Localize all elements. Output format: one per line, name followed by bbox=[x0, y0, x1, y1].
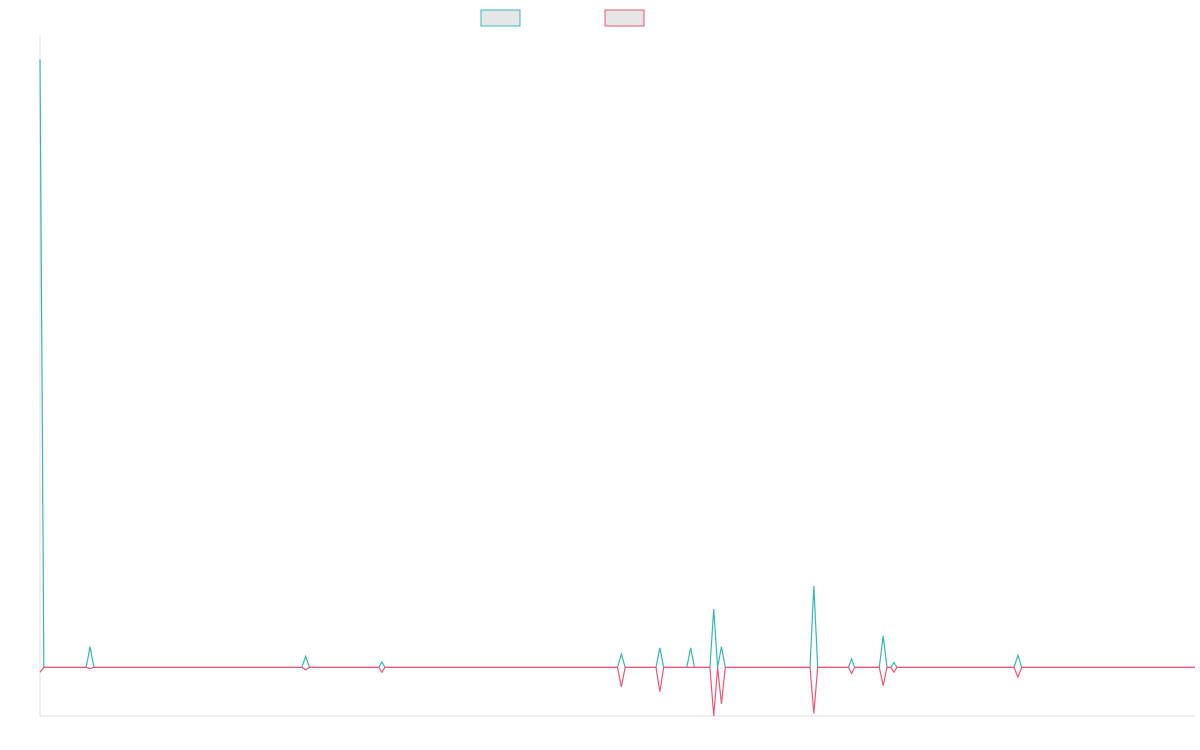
series-line-1 bbox=[39, 59, 1195, 668]
series-line-2 bbox=[39, 666, 1195, 717]
legend-swatch-2[interactable] bbox=[604, 9, 645, 27]
legend bbox=[480, 9, 645, 27]
plot-area bbox=[39, 59, 1195, 717]
legend-swatch-1[interactable] bbox=[480, 9, 521, 27]
